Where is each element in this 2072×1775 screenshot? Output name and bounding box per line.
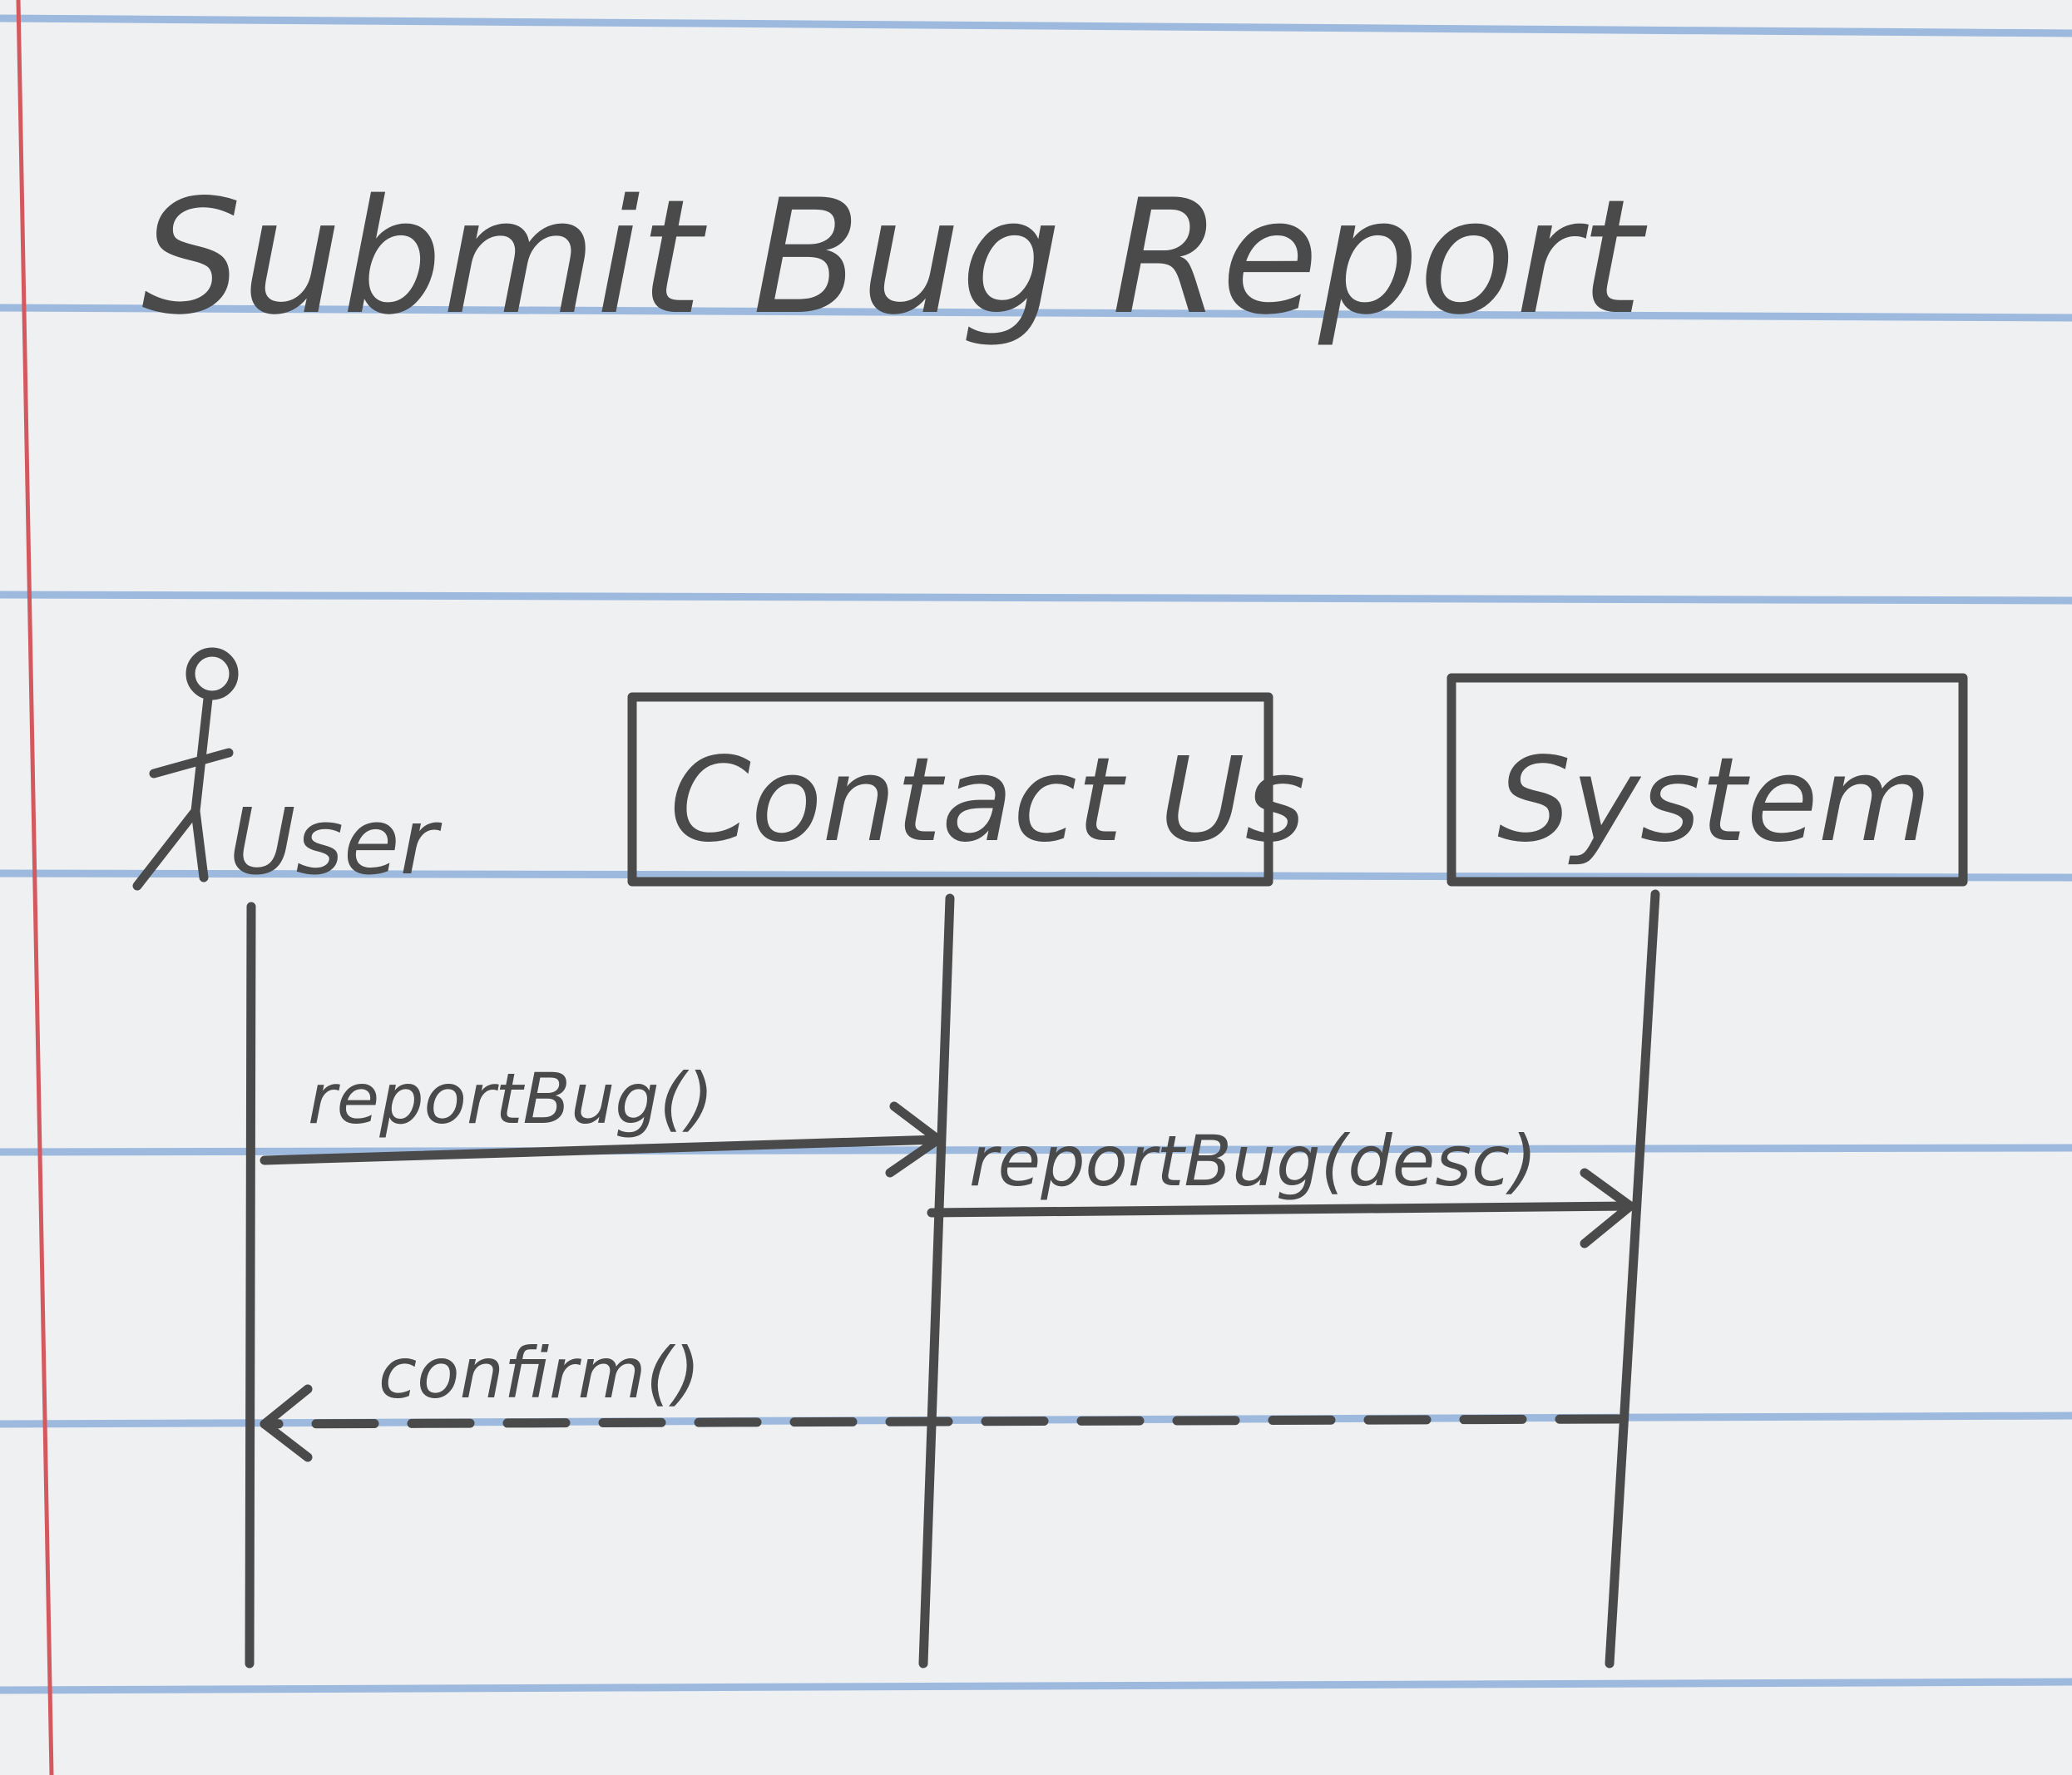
message-arrow-reportbug-desc — [927, 1201, 1635, 1218]
participant-label-contact-us: Contact Us — [670, 733, 1306, 868]
actor-right-leg — [190, 806, 209, 883]
rule-line — [0, 14, 2072, 37]
actor-head — [185, 647, 239, 700]
lifeline-user — [245, 902, 256, 1669]
rule-line — [0, 591, 2072, 605]
message-arrow-reportbug — [260, 1135, 943, 1165]
rule-line — [0, 1678, 2072, 1694]
arrowhead-icon — [260, 1384, 313, 1462]
arrowhead-icon — [885, 1101, 943, 1178]
diagram-title: Submit Bug Report — [141, 166, 1648, 349]
actor-left-leg — [132, 806, 200, 891]
message-label-confirm: confirm() — [378, 1332, 700, 1414]
message-arrow-confirm — [260, 1414, 1623, 1429]
margin-line — [16, 0, 54, 1775]
actor-stick-figure-icon — [132, 647, 239, 891]
message-label-reportbug: reportBug() — [308, 1058, 714, 1140]
rule-line — [0, 869, 2072, 882]
message-label-reportbug-desc: reportBug(desc) — [969, 1120, 1537, 1202]
actor-arms — [149, 748, 234, 779]
lifeline-system — [1605, 889, 1660, 1669]
participant-box-contact-us — [627, 692, 1273, 887]
rule-line — [0, 1144, 2072, 1156]
participant-box-system — [1446, 673, 1968, 887]
actor-label: User — [229, 789, 442, 895]
actor-body — [190, 694, 213, 816]
rule-line — [0, 304, 2072, 322]
arrowhead-icon — [1580, 1168, 1635, 1248]
participant-label-system: System — [1497, 733, 1931, 868]
lifeline-contact-us — [918, 893, 955, 1669]
